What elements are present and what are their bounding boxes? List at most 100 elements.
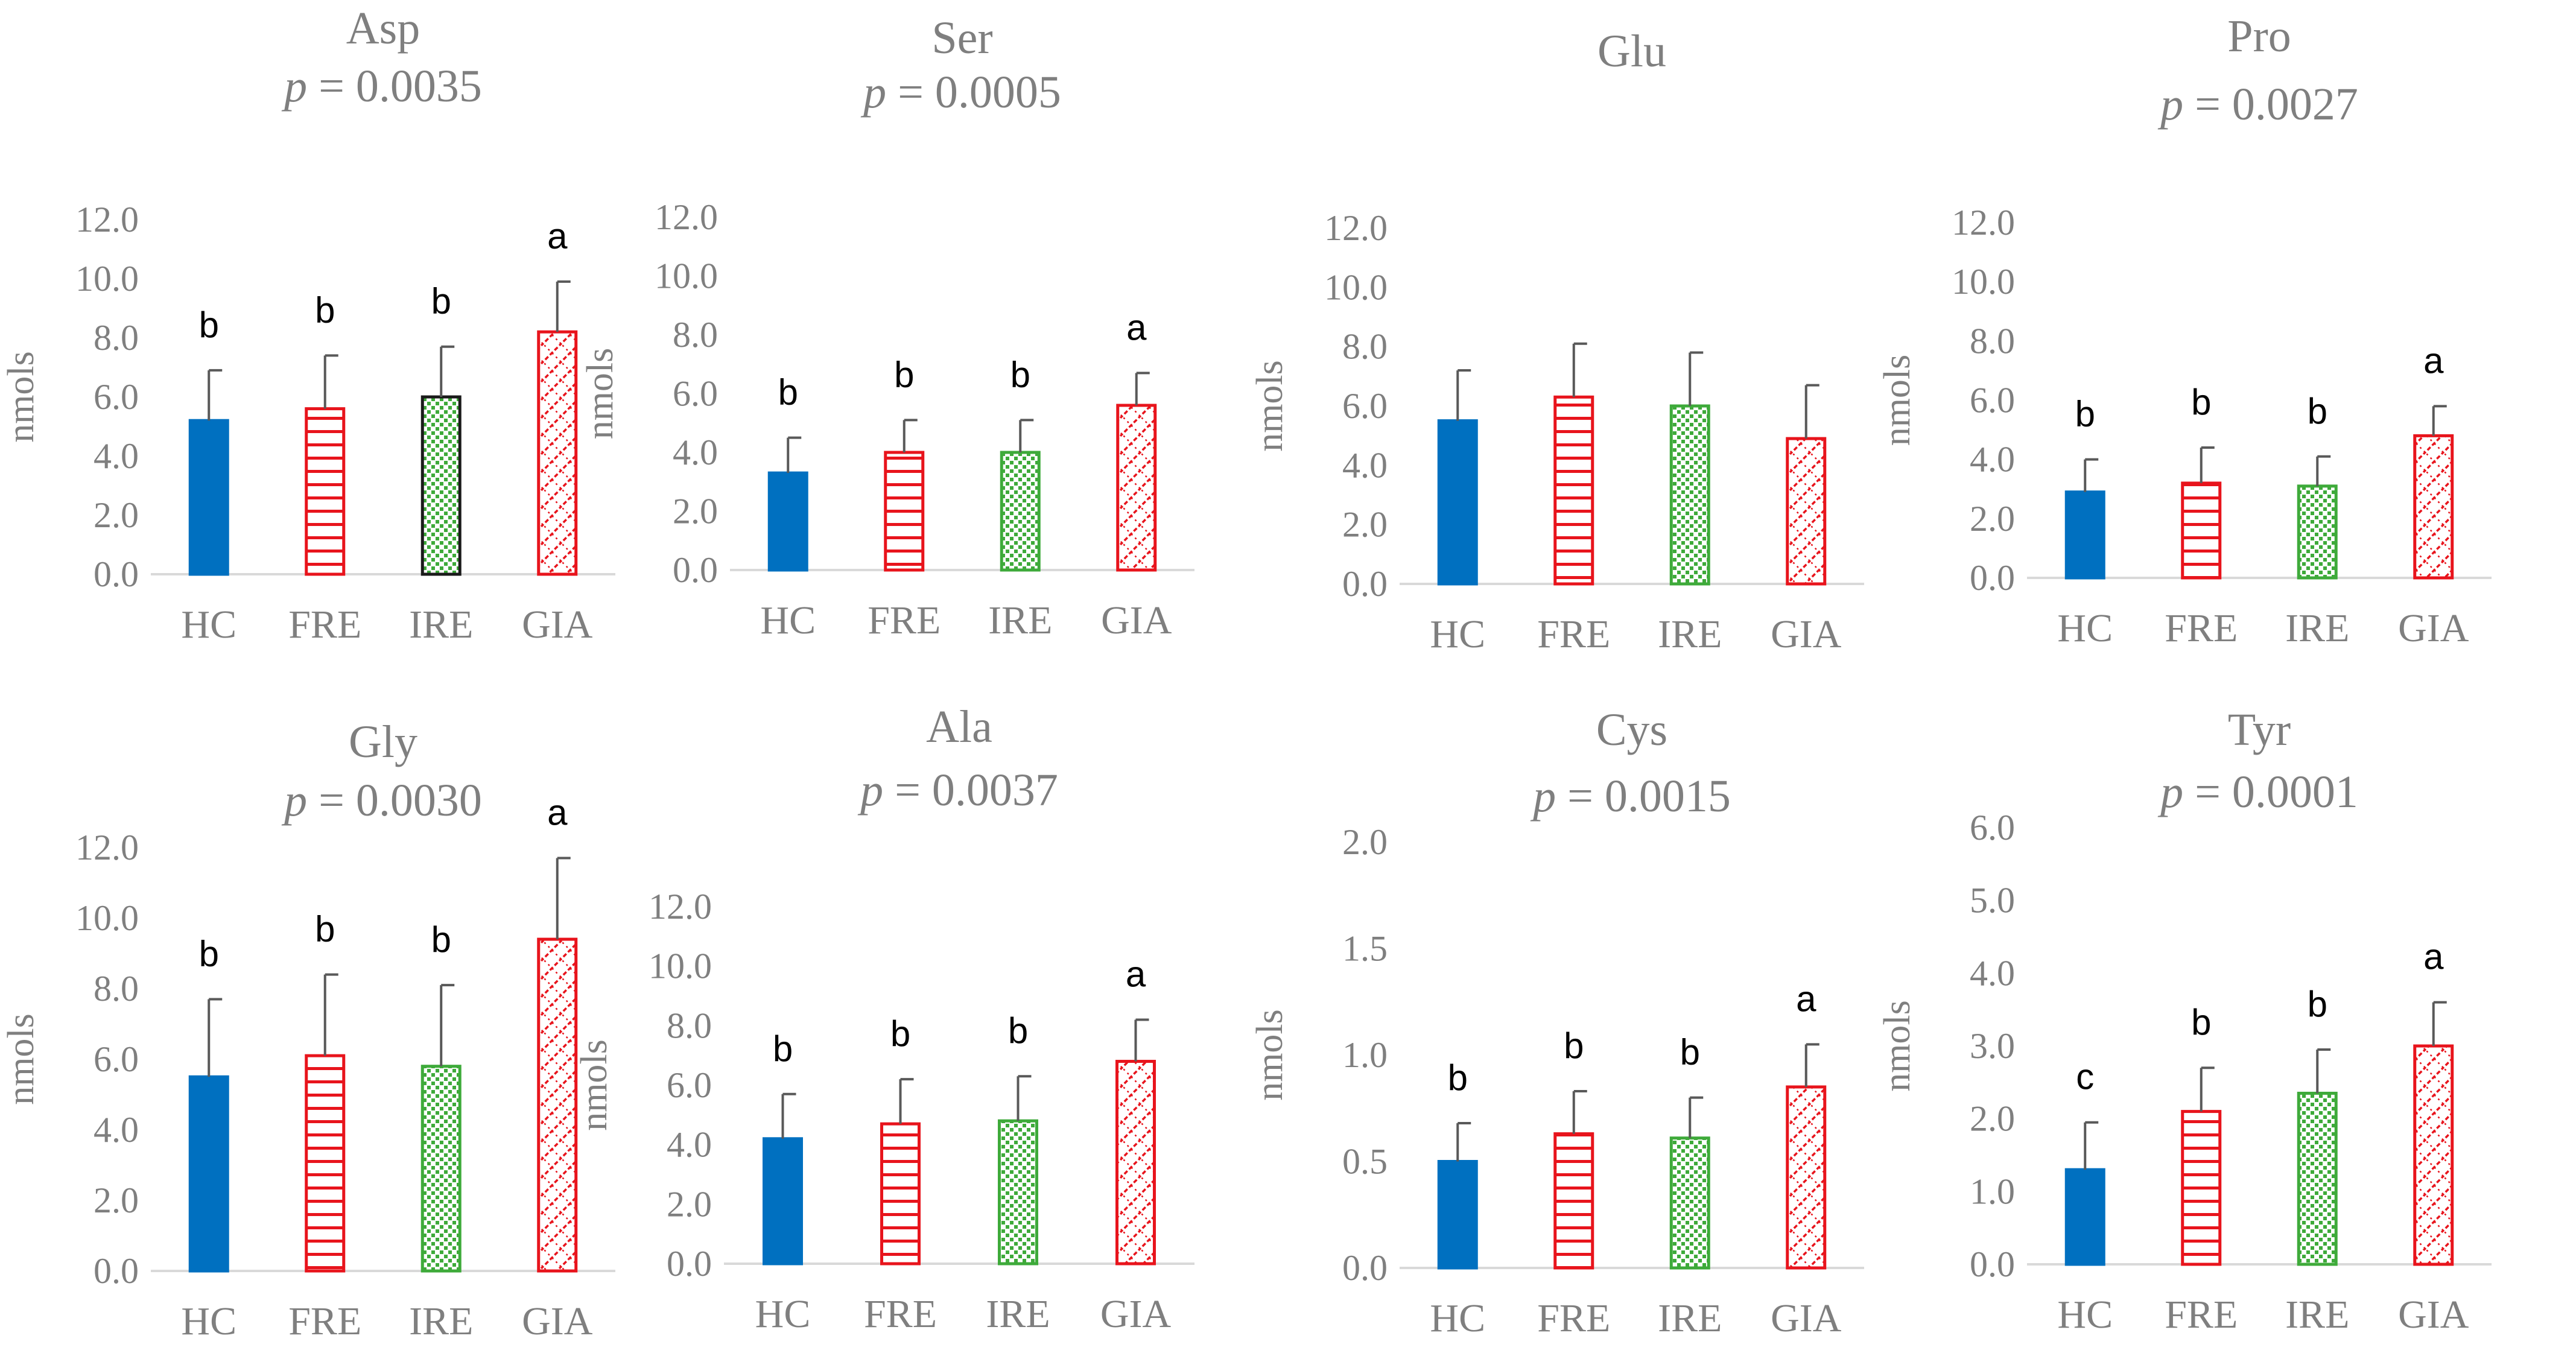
x-tick-label: IRE — [2285, 606, 2349, 650]
bar-gia — [2413, 1044, 2454, 1266]
y-tick-label: 6.0 — [1970, 808, 2015, 848]
y-tick-label: 4.0 — [673, 432, 718, 472]
significance-letter: a — [1796, 978, 1816, 1019]
significance-letter: a — [1126, 954, 1146, 994]
significance-letter: b — [2191, 1002, 2211, 1042]
bar-hc — [1437, 1160, 1478, 1270]
bar-fre — [880, 1122, 921, 1266]
y-tick-label: 1.0 — [1342, 1035, 1388, 1075]
significance-letter: b — [1008, 1010, 1028, 1051]
y-tick-label: 6.0 — [94, 1039, 139, 1079]
significance-letter: b — [2075, 394, 2095, 434]
y-tick-label: 0.5 — [1342, 1142, 1388, 1182]
bar-ire — [1000, 451, 1041, 572]
significance-letter: b — [1448, 1057, 1468, 1098]
significance-letter: b — [894, 354, 914, 394]
y-axis-label: nmols — [1249, 1009, 1290, 1101]
panel-asp: Asp p = 0.0035 nmols 0.0 2.0 4.0 6.0 8.0 10.0 12.… — [1, 3, 615, 647]
x-tick-label: IRE — [409, 603, 473, 647]
bar-ire — [1669, 404, 1710, 586]
y-tick-label: 6.0 — [1342, 386, 1388, 426]
y-tick-label: 8.0 — [667, 1006, 712, 1045]
bar-fre — [884, 451, 925, 572]
bar-gia — [537, 937, 578, 1273]
y-tick-label: 8.0 — [673, 315, 718, 355]
y-tick-label: 12.0 — [1324, 208, 1388, 248]
significance-letter: b — [890, 1013, 910, 1054]
x-tick-label: GIA — [1771, 612, 1842, 656]
significance-letter: b — [431, 919, 451, 960]
x-tick-label: FRE — [2165, 1293, 2238, 1337]
y-tick-label: 2.0 — [1970, 1099, 2015, 1139]
bar-hc — [188, 419, 229, 576]
y-axis-label: nmols — [1, 1013, 42, 1105]
x-tick-label: FRE — [288, 603, 361, 647]
y-tick-label: 6.0 — [94, 377, 139, 417]
y-tick-label: 12.0 — [1952, 203, 2015, 242]
significance-letter: b — [315, 909, 335, 949]
significance-letter: b — [778, 372, 798, 413]
significance-letter: a — [547, 793, 568, 833]
y-tick-label: 12.0 — [649, 887, 712, 927]
y-tick-label: 5.0 — [1970, 881, 2015, 920]
y-tick-label: 0.0 — [673, 550, 718, 590]
significance-letter: b — [1010, 354, 1030, 394]
y-tick-label: 4.0 — [94, 436, 139, 476]
x-tick-label: GIA — [522, 1299, 593, 1343]
y-tick-label: 0.0 — [1342, 564, 1388, 604]
bar-fre — [305, 407, 346, 576]
panel-ala: Ala p = 0.0037 nmols 0.0 2.0 4.0 6.0 8.0 10.0 12.… — [574, 702, 1194, 1336]
y-tick-label: 12.0 — [75, 200, 139, 239]
y-tick-label: 0.0 — [94, 1251, 139, 1291]
p-value: p = 0.0035 — [281, 61, 482, 112]
x-tick-label: FRE — [1537, 612, 1610, 656]
y-tick-label: 10.0 — [75, 898, 139, 938]
x-tick-label: GIA — [1100, 1292, 1172, 1336]
y-tick-label: 0.0 — [1970, 1244, 2015, 1284]
y-tick-label: 0.0 — [667, 1244, 712, 1284]
bar-ire — [420, 1065, 462, 1273]
bar-gia — [1115, 1060, 1156, 1266]
x-tick-label: IRE — [1658, 612, 1722, 656]
y-tick-label: 10.0 — [1324, 267, 1388, 307]
y-tick-label: 1.5 — [1342, 929, 1388, 969]
bar-ire — [1669, 1136, 1710, 1270]
x-tick-label: IRE — [1658, 1296, 1722, 1340]
panel-cys: Cys p = 0.0015 nmols 0.0 0.5 1.0 1.5 2.0 b HC b FRE… — [1249, 705, 1864, 1340]
significance-letter: b — [773, 1028, 793, 1069]
significance-letter: b — [1564, 1025, 1584, 1066]
y-tick-label: 12.0 — [655, 197, 718, 237]
y-tick-label: 10.0 — [75, 259, 139, 299]
y-axis-label: nmols — [1877, 355, 1918, 446]
x-tick-label: HC — [760, 598, 816, 642]
y-tick-label: 4.0 — [1342, 445, 1388, 485]
bar-gia — [1786, 1085, 1827, 1270]
bar-fre — [2181, 481, 2222, 580]
bar-ire — [998, 1119, 1038, 1266]
significance-letter: a — [2423, 937, 2444, 977]
x-tick-label: HC — [1430, 612, 1485, 656]
significance-letter: b — [315, 290, 335, 330]
y-tick-label: 8.0 — [1342, 327, 1388, 367]
significance-letter: c — [2076, 1057, 2094, 1097]
x-tick-label: IRE — [988, 598, 1052, 642]
y-axis-label: nmols — [574, 1039, 615, 1131]
significance-letter: b — [431, 281, 451, 322]
x-tick-label: FRE — [864, 1292, 937, 1336]
y-tick-label: 6.0 — [1970, 381, 2015, 420]
y-tick-label: 8.0 — [94, 969, 139, 1009]
bar-fre — [2181, 1110, 2222, 1266]
y-tick-label: 8.0 — [94, 318, 139, 358]
y-tick-label: 10.0 — [1952, 262, 2015, 302]
significance-letter: a — [2423, 340, 2444, 381]
bar-hc — [2064, 490, 2105, 580]
y-tick-label: 10.0 — [649, 946, 712, 986]
bar-hc — [767, 471, 808, 572]
significance-letter: b — [2191, 382, 2211, 422]
y-tick-label: 4.0 — [1970, 440, 2015, 480]
chart-title: Pro — [2227, 11, 2291, 62]
bar-fre — [1553, 395, 1594, 586]
chart-title: Glu — [1597, 26, 1666, 77]
significance-letter: b — [199, 934, 219, 974]
